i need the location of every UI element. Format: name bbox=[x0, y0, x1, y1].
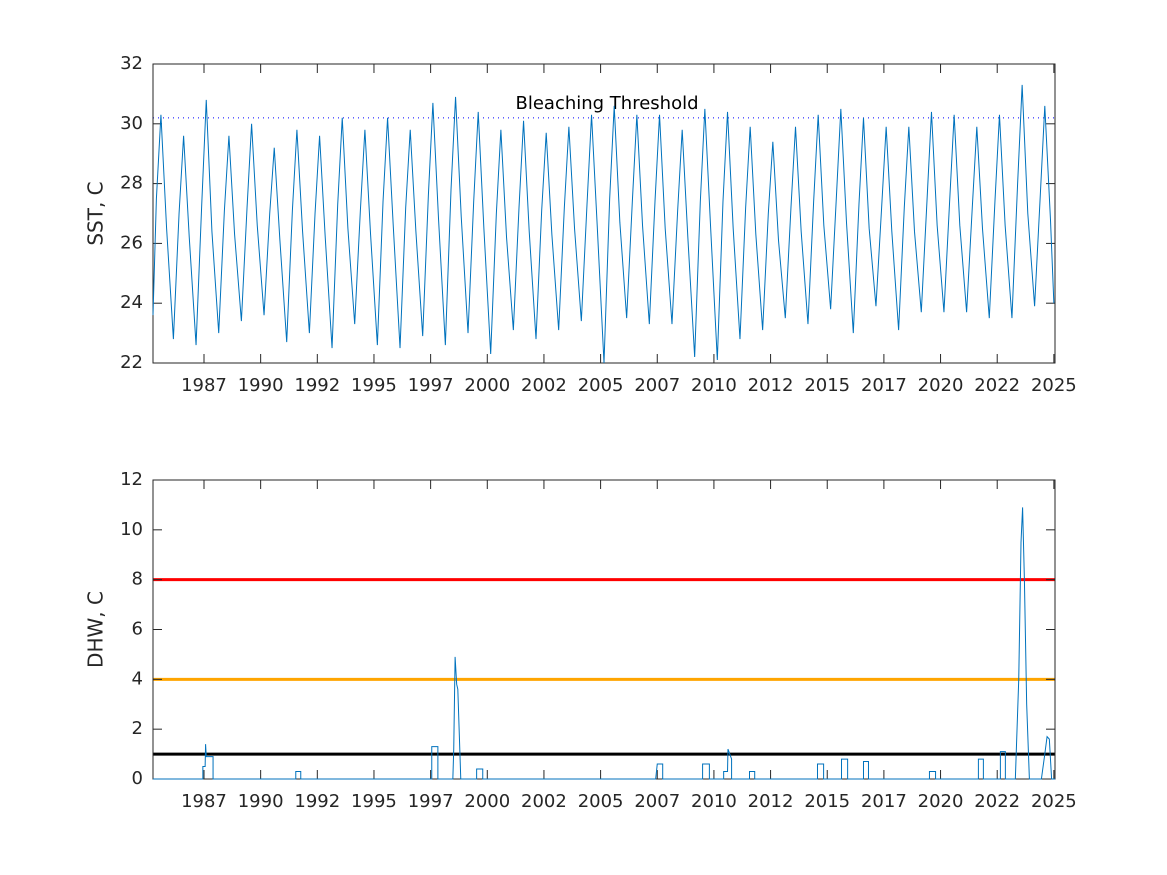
x-tick-label: 2015 bbox=[804, 375, 850, 396]
x-tick-label: 2012 bbox=[748, 375, 794, 396]
x-tick-label: 1992 bbox=[294, 375, 340, 396]
x-tick-label: 2007 bbox=[634, 791, 680, 812]
y-tick-label: 10 bbox=[120, 519, 143, 540]
x-tick-label: 1997 bbox=[408, 375, 454, 396]
data-line bbox=[153, 507, 1055, 780]
x-tick-label: 2017 bbox=[861, 791, 907, 812]
x-tick-label: 2000 bbox=[464, 375, 510, 396]
x-tick-label: 1992 bbox=[294, 791, 340, 812]
x-tick-label: 2005 bbox=[578, 791, 624, 812]
y-tick-label: 24 bbox=[120, 292, 143, 313]
x-tick-label: 2022 bbox=[974, 791, 1020, 812]
data-line bbox=[152, 84, 1055, 364]
y-tick-label: 8 bbox=[132, 569, 143, 590]
x-tick-label: 2012 bbox=[748, 791, 794, 812]
x-tick-label: 2015 bbox=[804, 791, 850, 812]
reference-label: Bleaching Threshold bbox=[515, 93, 698, 114]
y-tick-label: 12 bbox=[120, 469, 143, 490]
x-tick-label: 1987 bbox=[181, 375, 227, 396]
y-tick-label: 28 bbox=[120, 173, 143, 194]
x-tick-label: 2017 bbox=[861, 375, 907, 396]
y-tick-label: 6 bbox=[132, 619, 143, 640]
plot-area bbox=[153, 64, 1055, 363]
y-tick-label: 32 bbox=[120, 53, 143, 74]
x-tick-label: 2010 bbox=[691, 375, 737, 396]
x-tick-label: 2020 bbox=[918, 375, 964, 396]
x-tick-label: 2007 bbox=[634, 375, 680, 396]
x-tick-label: 1997 bbox=[408, 791, 454, 812]
x-tick-label: 1995 bbox=[351, 791, 397, 812]
x-tick-label: 2002 bbox=[521, 375, 567, 396]
x-tick-label: 2002 bbox=[521, 791, 567, 812]
x-tick-label: 2005 bbox=[578, 375, 624, 396]
axes: Bleaching Threshold 1987 1990 1992 1995 1997 2… bbox=[84, 53, 1077, 396]
y-tick-label: 4 bbox=[132, 668, 143, 689]
x-tick-label: 2020 bbox=[918, 791, 964, 812]
x-tick-label: 1990 bbox=[238, 375, 284, 396]
y-tick-label: 30 bbox=[120, 113, 143, 134]
y-tick-label: 2 bbox=[132, 718, 143, 739]
y-tick-label: 26 bbox=[120, 232, 143, 253]
y-tick-label: 0 bbox=[132, 768, 143, 789]
x-tick-label: 1995 bbox=[351, 375, 397, 396]
y-tick-label: 22 bbox=[120, 352, 143, 373]
x-tick-label: 1987 bbox=[181, 791, 227, 812]
x-tick-label: 1990 bbox=[238, 791, 284, 812]
x-tick-label: 2022 bbox=[974, 375, 1020, 396]
x-tick-label: 2025 bbox=[1031, 375, 1077, 396]
x-tick-label: 2025 bbox=[1031, 791, 1077, 812]
axes: 1987 1990 1992 1995 1997 2000 2002 2005 2007 2010… bbox=[84, 469, 1077, 812]
x-tick-label: 2010 bbox=[691, 791, 737, 812]
y-axis-label: SST, C bbox=[84, 181, 108, 245]
y-axis-label: DHW, C bbox=[84, 591, 108, 668]
x-tick-label: 2000 bbox=[464, 791, 510, 812]
plot-area bbox=[153, 480, 1055, 779]
